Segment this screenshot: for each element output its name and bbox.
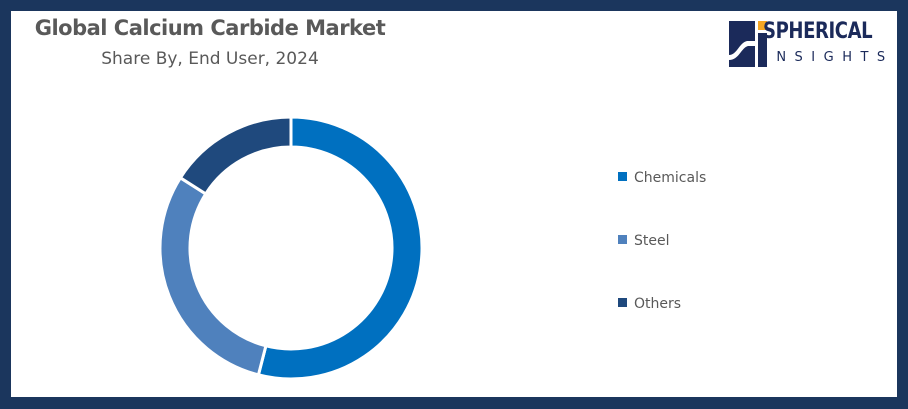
donut-chart (158, 115, 424, 381)
donut-slice-chemicals (256, 115, 424, 381)
chart-panel (11, 11, 897, 397)
legend-swatch-icon (618, 298, 627, 307)
logo-wordmark: SPHERICAL (763, 19, 873, 44)
legend-item-steel: Steel (618, 233, 670, 249)
logo-subtext: INSIGHTS (764, 50, 894, 65)
chart-title: Global Calcium Carbide Market (34, 16, 386, 40)
chart-subtitle: Share By, End User, 2024 (101, 49, 319, 69)
legend-label: Others (634, 296, 682, 312)
spherical-insights-logo: SPHERICAL INSIGHTS (717, 11, 887, 71)
legend-item-chemicals: Chemicals (618, 170, 706, 186)
legend-label: Steel (634, 233, 670, 249)
legend-swatch-icon (618, 235, 627, 244)
logo-mark-icon (729, 21, 767, 67)
donut-slice-steel (158, 175, 268, 377)
legend-label: Chemicals (634, 170, 707, 186)
legend-swatch-icon (618, 172, 627, 181)
legend-item-others: Others (618, 296, 681, 312)
donut-slice-others (178, 115, 293, 196)
